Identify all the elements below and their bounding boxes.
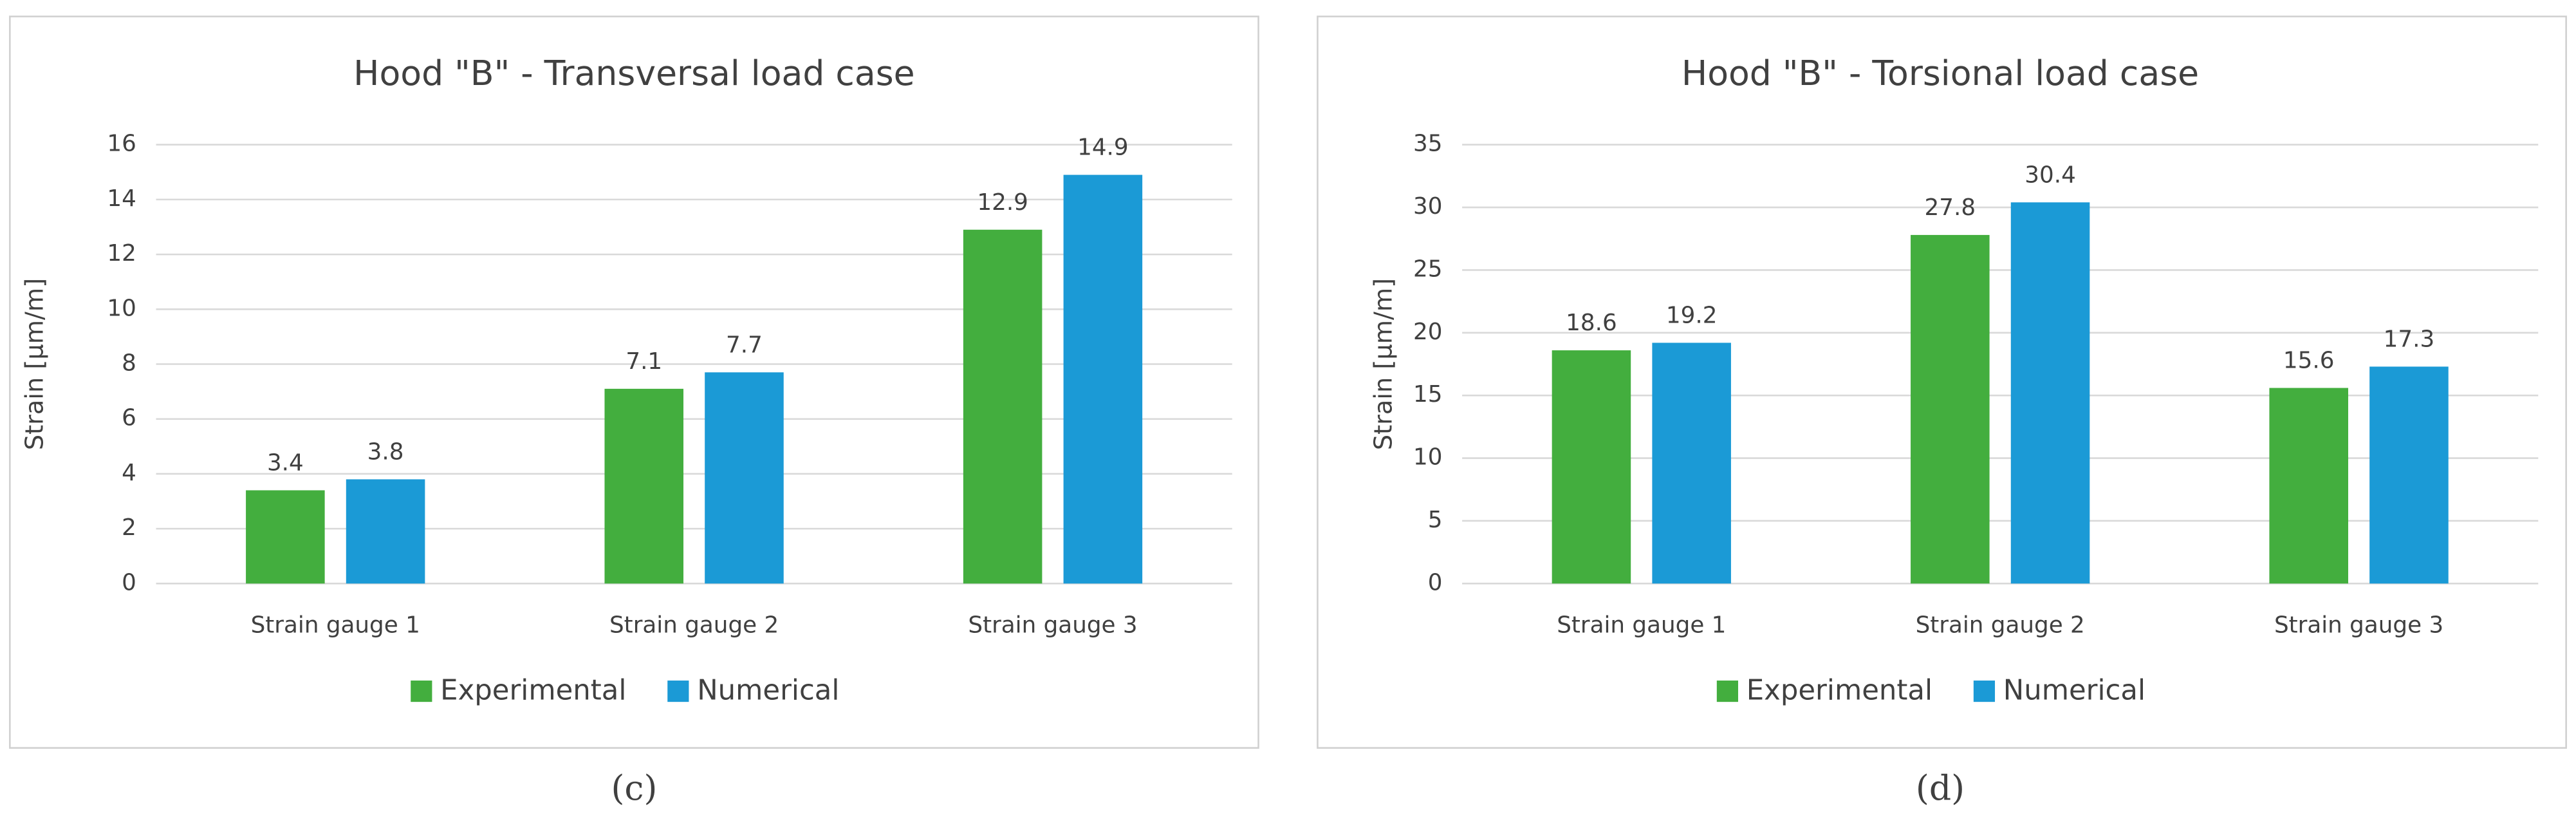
- bar: [1063, 174, 1143, 584]
- bar: [346, 479, 425, 584]
- bar: [705, 372, 784, 584]
- y-tick-label: 30: [1413, 193, 1442, 220]
- bar: [963, 229, 1042, 584]
- legend-swatch: [1973, 680, 1996, 702]
- y-tick-label: 8: [122, 350, 136, 377]
- chart-title: Hood "B" - Transversal load case: [353, 53, 915, 93]
- data-label: 3.4: [267, 450, 304, 476]
- caption: (d): [1916, 767, 1965, 808]
- bar: [1552, 350, 1631, 584]
- y-tick-label: 16: [107, 131, 136, 157]
- y-tick-label: 25: [1413, 256, 1442, 282]
- bar: [2369, 366, 2449, 584]
- y-axis-label: Strain [µm/m]: [1369, 278, 1398, 450]
- y-tick-label: 6: [122, 405, 136, 431]
- bar: [1652, 343, 1731, 584]
- chart-frame: [9, 15, 1259, 749]
- y-tick-label: 35: [1413, 131, 1442, 157]
- data-label: 3.8: [367, 439, 404, 466]
- data-label: 30.4: [2025, 162, 2076, 188]
- y-tick-label: 14: [107, 185, 136, 212]
- data-label: 27.8: [1925, 194, 1976, 221]
- legend-label: Numerical: [697, 674, 839, 706]
- y-tick-label: 5: [1428, 507, 1443, 533]
- legend-swatch: [411, 680, 432, 702]
- bar: [2010, 202, 2090, 584]
- y-tick-label: 15: [1413, 381, 1442, 408]
- data-label: 7.1: [625, 348, 662, 375]
- legend-swatch: [667, 680, 689, 702]
- x-tick-label: Strain gauge 3: [968, 612, 1137, 639]
- data-label: 19.2: [1666, 303, 1718, 329]
- caption: (c): [611, 767, 658, 808]
- x-tick-label: Strain gauge 1: [251, 612, 420, 639]
- x-tick-label: Strain gauge 2: [1916, 612, 2085, 639]
- y-tick-label: 4: [122, 460, 136, 486]
- legend-label: Numerical: [2003, 674, 2145, 706]
- legend-swatch: [1716, 680, 1739, 702]
- bar: [246, 490, 325, 584]
- y-tick-label: 0: [1428, 569, 1443, 596]
- data-label: 7.7: [726, 332, 763, 358]
- bar: [1911, 234, 1990, 584]
- data-label: 15.6: [2283, 348, 2335, 374]
- y-tick-label: 2: [122, 514, 136, 541]
- chart-title: Hood "B" - Torsional load case: [1682, 53, 2199, 93]
- y-tick-label: 10: [107, 295, 136, 321]
- bar: [604, 388, 684, 584]
- x-tick-label: Strain gauge 1: [1557, 612, 1726, 639]
- bar: [2269, 388, 2348, 584]
- data-label: 12.9: [977, 189, 1028, 216]
- x-tick-label: Strain gauge 2: [609, 612, 779, 639]
- y-tick-label: 12: [107, 240, 136, 267]
- data-label: 18.6: [1566, 310, 1617, 336]
- data-label: 17.3: [2384, 326, 2435, 353]
- x-tick-label: Strain gauge 3: [2274, 612, 2443, 639]
- data-label: 14.9: [1077, 135, 1129, 161]
- y-tick-label: 20: [1413, 319, 1442, 345]
- y-tick-label: 0: [122, 569, 136, 596]
- legend-label: Experimental: [1747, 674, 1932, 706]
- legend-label: Experimental: [440, 674, 626, 706]
- y-tick-label: 10: [1413, 444, 1442, 471]
- y-axis-label: Strain [µm/m]: [21, 278, 50, 450]
